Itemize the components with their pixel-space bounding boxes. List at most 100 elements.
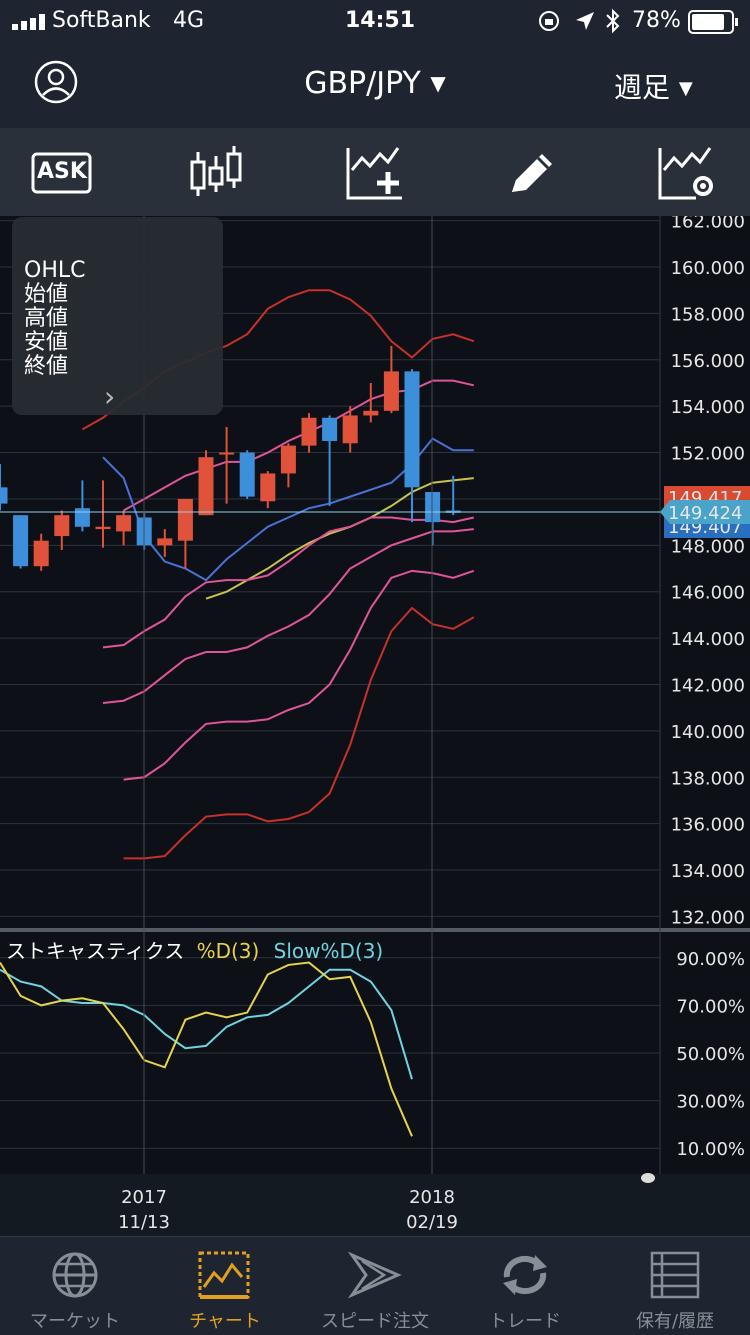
- indicator-settings-button[interactable]: [656, 142, 720, 202]
- stochastic-lines: [0, 961, 413, 1137]
- stochastic-d-line: [0, 961, 413, 1137]
- candle: [404, 369, 420, 523]
- chart-icon: [198, 1251, 250, 1299]
- ma-yellow-line: [205, 477, 474, 600]
- pencil-icon: [512, 154, 552, 192]
- stochastic-slow-label: Slow%D(3): [274, 939, 384, 963]
- currency-pair-selector[interactable]: GBP/JPY ▼: [0, 66, 750, 101]
- stochastic-title-text: ストキャスティクス: [6, 939, 184, 963]
- indicator-settings-icon: [658, 147, 713, 200]
- indicator-lines: [81, 289, 475, 860]
- candle-body: [239, 452, 255, 497]
- clock-label: 14:51: [345, 8, 416, 33]
- y-tick-label: 132.000: [671, 907, 745, 928]
- ohlc-title: OHLC: [24, 258, 86, 283]
- ohlc-close-label: 終値: [24, 354, 69, 379]
- chart-area[interactable]: 162.000 160.000 158.000 156.000 154.000 152.0…: [0, 216, 750, 1236]
- scroll-indicator[interactable]: [641, 1173, 655, 1183]
- ask-bid-toggle-button[interactable]: ASK: [30, 142, 94, 202]
- candle-body: [13, 515, 29, 567]
- y-tick-label: 138.000: [671, 768, 745, 789]
- add-indicator-icon: [346, 147, 402, 200]
- tab-label: マーケット: [30, 1311, 120, 1332]
- ohlc-open-label: 始値: [24, 282, 69, 307]
- bb-lower3-line: [123, 569, 475, 781]
- rotation-lock-icon: [539, 11, 559, 31]
- chevron-down-icon: ▼: [678, 78, 693, 99]
- candle-body: [95, 526, 111, 530]
- stochastic-title: ストキャスティクス %D(3) Slow%D(3): [6, 939, 383, 963]
- stochastic-slow-line: [0, 968, 413, 1080]
- bb-lower4-line: [123, 606, 475, 860]
- x-label-date-2: 02/19: [406, 1212, 458, 1233]
- candle-body: [219, 452, 235, 455]
- chevron-right-icon[interactable]: ›: [104, 380, 116, 413]
- currency-pair-label: GBP/JPY: [304, 66, 421, 101]
- add-indicator-button[interactable]: [344, 142, 408, 202]
- candle: [54, 510, 70, 550]
- y-tick-label: 140.000: [671, 722, 745, 743]
- chart-header: GBP/JPY ▼ 週足 ▼: [0, 44, 750, 128]
- candle-body: [157, 538, 173, 546]
- draw-tool-button[interactable]: [500, 142, 564, 202]
- refresh-arrows-icon: [503, 1255, 547, 1295]
- candle-body: [425, 491, 441, 523]
- speed-order-icon: [348, 1251, 402, 1299]
- candlestick-icon: [190, 146, 242, 196]
- stochastic-d-label: %D(3): [197, 939, 260, 963]
- stochastic-tick-label: 70.00%: [676, 996, 745, 1017]
- chart-type-button[interactable]: [184, 142, 248, 202]
- period-selector[interactable]: 週足 ▼: [614, 66, 693, 106]
- list-icon: [650, 1251, 700, 1299]
- candle: [74, 480, 90, 532]
- candle-body: [280, 445, 296, 474]
- candle: [198, 450, 214, 516]
- candle: [116, 510, 132, 546]
- y-tick-label: 152.000: [671, 444, 745, 465]
- ohlc-low-label: 安値: [24, 330, 69, 355]
- tab-chart[interactable]: チャート: [150, 1237, 300, 1335]
- ask-label: ASK: [37, 159, 87, 184]
- x-label-year-2: 2018: [409, 1187, 455, 1208]
- x-label-year-1: 2017: [121, 1187, 167, 1208]
- candle: [177, 498, 193, 569]
- tab-label: スピード注文: [321, 1311, 429, 1332]
- y-tick-label: 158.000: [671, 304, 745, 325]
- tab-trade[interactable]: トレード: [450, 1237, 600, 1335]
- ohlc-info-box[interactable]: OHLC 始値 高値 安値 終値 ›: [12, 217, 223, 415]
- ohlc-high-label: 高値: [24, 306, 69, 331]
- bb-lower2-line: [102, 528, 474, 705]
- account-icon[interactable]: [34, 60, 78, 104]
- stochastic-tick-label: 90.00%: [676, 949, 745, 970]
- candle: [363, 382, 379, 423]
- candle: [13, 515, 29, 569]
- network-label: 4G: [173, 8, 205, 33]
- candlesticks: [0, 345, 461, 571]
- location-icon: [576, 12, 594, 30]
- candle-body: [0, 487, 8, 504]
- candle-body: [363, 410, 379, 416]
- candle: [239, 450, 255, 499]
- y-tick-label: 156.000: [671, 351, 745, 372]
- chevron-down-icon: ▼: [430, 71, 446, 95]
- x-label-date-1: 11/13: [118, 1212, 170, 1233]
- y-tick-label: 134.000: [671, 861, 745, 882]
- y-tick-label: 160.000: [671, 258, 745, 279]
- y-tick-label: 162.000: [671, 216, 745, 233]
- battery-icon: [688, 10, 738, 34]
- candle-body: [260, 473, 276, 502]
- candle: [301, 413, 317, 453]
- candle: [219, 427, 235, 504]
- tab-positions-history[interactable]: 保有/履歴: [600, 1237, 750, 1335]
- y-tick-label: 148.000: [671, 536, 745, 557]
- tab-market[interactable]: マーケット: [0, 1237, 150, 1335]
- y-tick-label: 142.000: [671, 675, 745, 696]
- y-tick-label: 154.000: [671, 397, 745, 418]
- candle: [95, 480, 111, 548]
- tab-speed-order[interactable]: スピード注文: [300, 1237, 450, 1335]
- signal-icon: [12, 14, 45, 30]
- bluetooth-icon: [606, 8, 620, 34]
- candle: [425, 491, 441, 546]
- current-price-tag: 149.424: [660, 500, 750, 524]
- bottom-tab-bar: マーケット チャート スピード注文 トレード: [0, 1236, 750, 1335]
